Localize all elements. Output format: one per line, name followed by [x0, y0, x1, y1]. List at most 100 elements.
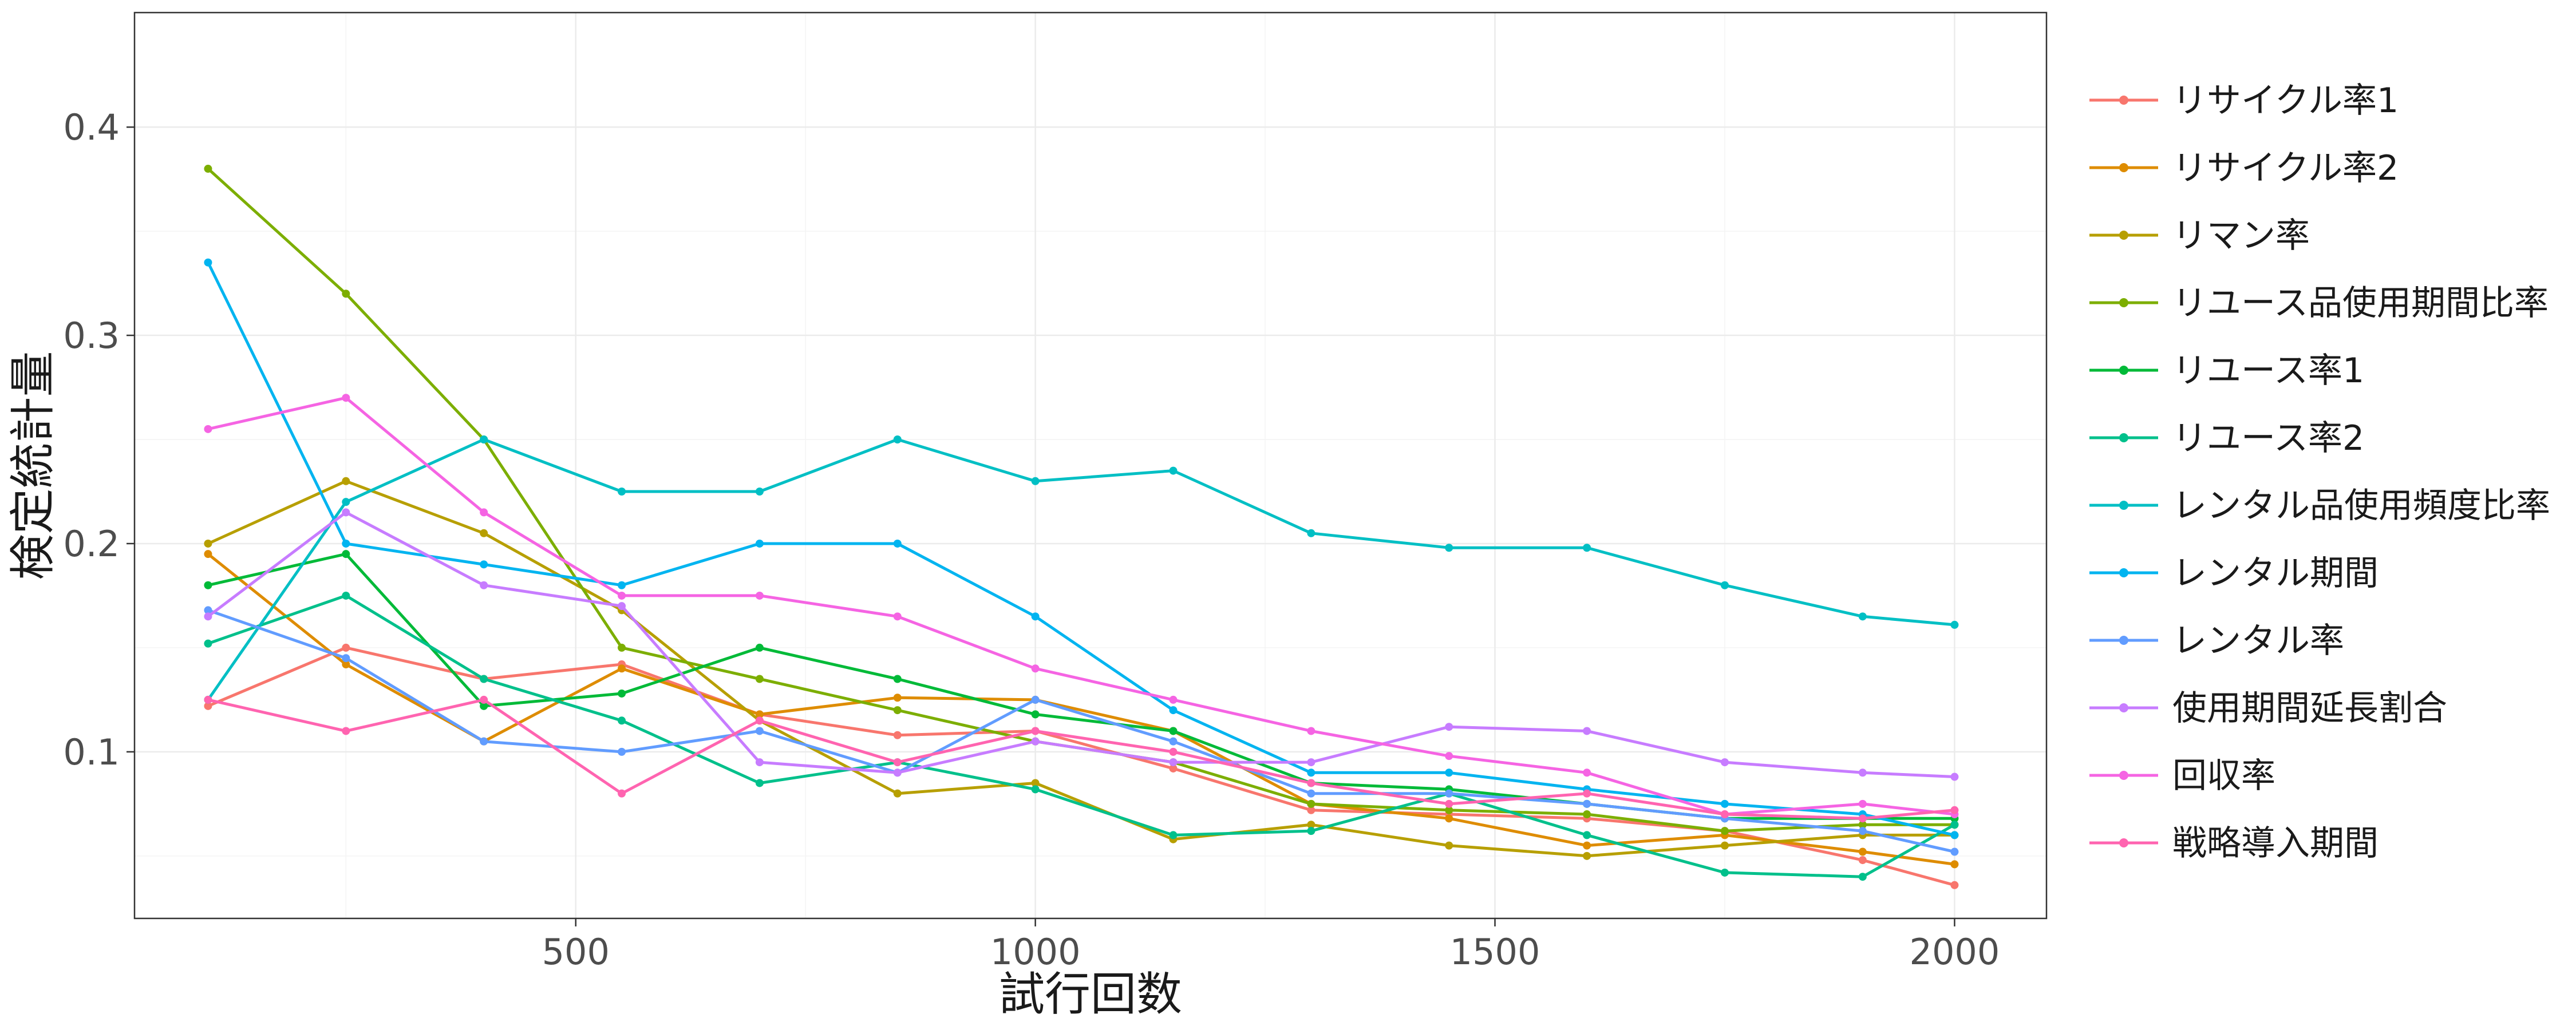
data-point	[204, 425, 212, 433]
data-point	[342, 727, 350, 735]
data-point	[1169, 747, 1178, 756]
data-point	[1031, 779, 1040, 787]
data-point	[480, 581, 488, 589]
data-point	[893, 612, 902, 621]
data-point	[480, 508, 488, 517]
legend-label: リサイクル率1	[2172, 81, 2399, 121]
data-point	[1031, 477, 1040, 485]
y-tick-label: 0.1	[63, 731, 120, 773]
data-point	[1307, 768, 1315, 777]
data-point	[480, 529, 488, 537]
data-point	[1445, 799, 1453, 808]
legend-item: 戦略導入期間	[2089, 823, 2379, 863]
series-11	[204, 394, 1959, 819]
legend-item: リマン率	[2089, 216, 2310, 256]
data-point	[1583, 768, 1591, 777]
data-point	[1858, 612, 1867, 621]
data-point	[1307, 789, 1315, 798]
data-point	[480, 737, 488, 746]
data-point	[1169, 727, 1178, 735]
data-point	[1169, 764, 1178, 772]
data-point	[1307, 821, 1315, 829]
data-point	[342, 394, 350, 402]
data-point	[618, 591, 626, 600]
data-point	[1307, 529, 1315, 537]
data-point	[1445, 841, 1453, 850]
legend-key-point	[2119, 96, 2128, 105]
data-point	[204, 164, 212, 173]
data-point	[1583, 544, 1591, 552]
data-point	[893, 706, 902, 715]
data-point	[342, 498, 350, 506]
data-point	[1950, 806, 1959, 814]
data-point	[1858, 827, 1867, 835]
series-7	[204, 435, 1959, 704]
data-point	[1445, 814, 1453, 823]
data-point	[1858, 847, 1867, 856]
data-point	[618, 581, 626, 589]
series-line	[207, 438, 1955, 701]
data-point	[618, 487, 626, 496]
series-9	[204, 606, 1959, 856]
data-point	[1445, 806, 1453, 814]
data-point	[1031, 664, 1040, 673]
data-point	[1031, 737, 1040, 746]
data-point	[1858, 799, 1867, 808]
data-point	[1445, 723, 1453, 731]
data-point	[1445, 752, 1453, 760]
series-line	[207, 698, 1955, 820]
y-tick-label: 0.2	[63, 523, 120, 565]
data-point	[893, 758, 902, 767]
legend-item: リユース率2	[2089, 418, 2364, 458]
series-10	[204, 508, 1959, 781]
data-point	[618, 643, 626, 652]
legend-item: リユース品使用期間比率	[2089, 283, 2549, 323]
data-point	[1031, 695, 1040, 704]
data-point	[1858, 821, 1867, 829]
data-point	[1583, 727, 1591, 735]
data-point	[1583, 810, 1591, 819]
legend-key-point	[2119, 433, 2128, 442]
data-point	[1583, 789, 1591, 798]
data-point	[1307, 758, 1315, 767]
legend-item: リサイクル率1	[2089, 81, 2399, 121]
data-point	[204, 550, 212, 558]
series-line	[207, 553, 1955, 866]
data-point	[204, 639, 212, 648]
data-point	[1307, 806, 1315, 814]
data-point	[1858, 768, 1867, 777]
data-point	[755, 643, 764, 652]
data-point	[342, 508, 350, 517]
data-point	[1720, 868, 1729, 877]
data-point	[342, 643, 350, 652]
data-point	[893, 789, 902, 798]
data-point	[480, 435, 488, 444]
data-point	[1031, 710, 1040, 719]
data-point	[342, 591, 350, 600]
data-point	[1950, 831, 1959, 839]
data-point	[1950, 860, 1959, 869]
data-point	[1583, 799, 1591, 808]
legend-label: リサイクル率2	[2172, 148, 2399, 188]
data-point	[755, 758, 764, 767]
grid	[135, 13, 2046, 918]
data-point	[1169, 831, 1178, 839]
data-point	[1031, 785, 1040, 794]
data-point	[1950, 881, 1959, 889]
data-point	[204, 606, 212, 615]
data-point	[618, 689, 626, 698]
data-point	[618, 747, 626, 756]
legend-label: 戦略導入期間	[2172, 823, 2379, 863]
data-point	[755, 675, 764, 683]
series-line	[207, 396, 1955, 816]
data-point	[618, 602, 626, 611]
series-line	[207, 262, 1955, 837]
data-point	[1858, 814, 1867, 823]
legend-item: レンタル率	[2089, 621, 2344, 661]
legend-item: 使用期間延長割合	[2089, 688, 2447, 728]
series-line	[207, 594, 1955, 878]
data-point	[342, 660, 350, 669]
data-point	[342, 477, 350, 485]
